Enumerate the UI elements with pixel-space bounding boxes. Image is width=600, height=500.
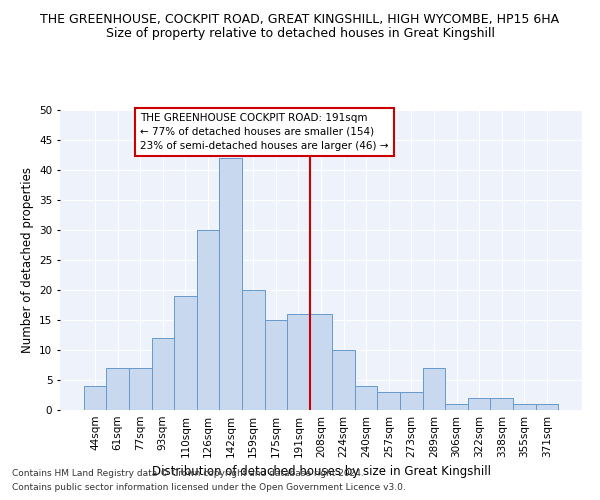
Text: Contains HM Land Registry data © Crown copyright and database right 2024.: Contains HM Land Registry data © Crown c… <box>12 468 364 477</box>
Bar <box>220 158 242 410</box>
Text: Contains public sector information licensed under the Open Government Licence v3: Contains public sector information licen… <box>12 484 406 492</box>
Text: Size of property relative to detached houses in Great Kingshill: Size of property relative to detached ho… <box>106 28 494 40</box>
Bar <box>310 314 332 410</box>
Bar <box>332 350 355 410</box>
Bar <box>513 404 536 410</box>
Bar <box>490 398 513 410</box>
Bar <box>355 386 377 410</box>
Bar <box>242 290 265 410</box>
X-axis label: Distribution of detached houses by size in Great Kingshill: Distribution of detached houses by size … <box>151 466 491 478</box>
Bar <box>197 230 220 410</box>
Bar <box>445 404 468 410</box>
Bar <box>287 314 310 410</box>
Bar <box>377 392 400 410</box>
Bar <box>84 386 106 410</box>
Bar <box>106 368 129 410</box>
Bar <box>129 368 152 410</box>
Text: THE GREENHOUSE COCKPIT ROAD: 191sqm
← 77% of detached houses are smaller (154)
2: THE GREENHOUSE COCKPIT ROAD: 191sqm ← 77… <box>140 113 389 151</box>
Y-axis label: Number of detached properties: Number of detached properties <box>20 167 34 353</box>
Bar <box>152 338 174 410</box>
Bar <box>536 404 558 410</box>
Bar <box>265 320 287 410</box>
Bar <box>174 296 197 410</box>
Bar <box>468 398 490 410</box>
Bar <box>422 368 445 410</box>
Text: THE GREENHOUSE, COCKPIT ROAD, GREAT KINGSHILL, HIGH WYCOMBE, HP15 6HA: THE GREENHOUSE, COCKPIT ROAD, GREAT KING… <box>40 12 560 26</box>
Bar <box>400 392 422 410</box>
